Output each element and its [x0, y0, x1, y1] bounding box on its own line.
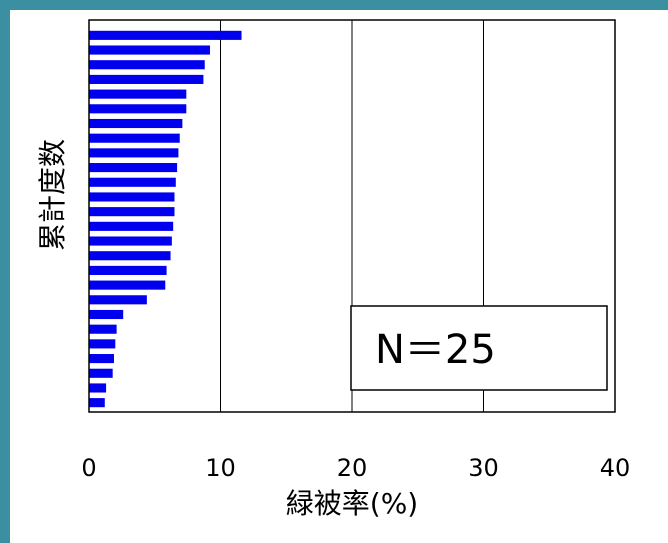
bar-4 [89, 74, 204, 84]
n-annotation-box: N＝25 [350, 305, 608, 391]
bar-15 [89, 236, 172, 246]
bar-3 [89, 60, 205, 70]
bar-12 [89, 192, 175, 202]
bars [89, 30, 242, 408]
y-axis-title: 累計度数 [36, 139, 69, 251]
bar-2 [89, 45, 210, 55]
x-tick-label-0: 0 [81, 454, 96, 482]
bar-23 [89, 354, 114, 364]
bar-chart: 0 10 20 30 40 N＝25 緑被率(%) 累計度数 [36, 19, 630, 520]
bar-6 [89, 104, 187, 114]
x-tick-labels: 0 10 20 30 40 [81, 454, 630, 482]
bar-16 [89, 251, 171, 261]
bar-10 [89, 163, 178, 173]
bar-26 [89, 398, 105, 408]
bar-5 [89, 89, 187, 99]
bar-21 [89, 324, 117, 334]
x-tick-label-30: 30 [468, 454, 499, 482]
bar-14 [89, 221, 174, 231]
bar-13 [89, 207, 175, 217]
x-tick-label-20: 20 [337, 454, 368, 482]
n-box-frame [350, 305, 608, 391]
x-tick-label-10: 10 [205, 454, 236, 482]
bar-18 [89, 280, 166, 290]
bar-20 [89, 309, 124, 320]
bar-1 [89, 30, 242, 40]
x-axis-title: 緑被率(%) [286, 487, 418, 520]
bar-19 [89, 295, 147, 305]
bar-22 [89, 339, 116, 349]
bar-11 [89, 177, 176, 187]
n-label: N＝25 [375, 327, 496, 373]
bar-9 [89, 148, 179, 158]
chart-canvas: 0 10 20 30 40 N＝25 緑被率(%) 累計度数 [10, 10, 668, 543]
x-tick-label-40: 40 [600, 454, 631, 482]
bar-24 [89, 368, 113, 378]
bar-25 [89, 383, 107, 393]
bar-8 [89, 133, 180, 143]
bar-17 [89, 265, 167, 275]
plot-frame [88, 19, 616, 413]
bar-7 [89, 118, 183, 129]
